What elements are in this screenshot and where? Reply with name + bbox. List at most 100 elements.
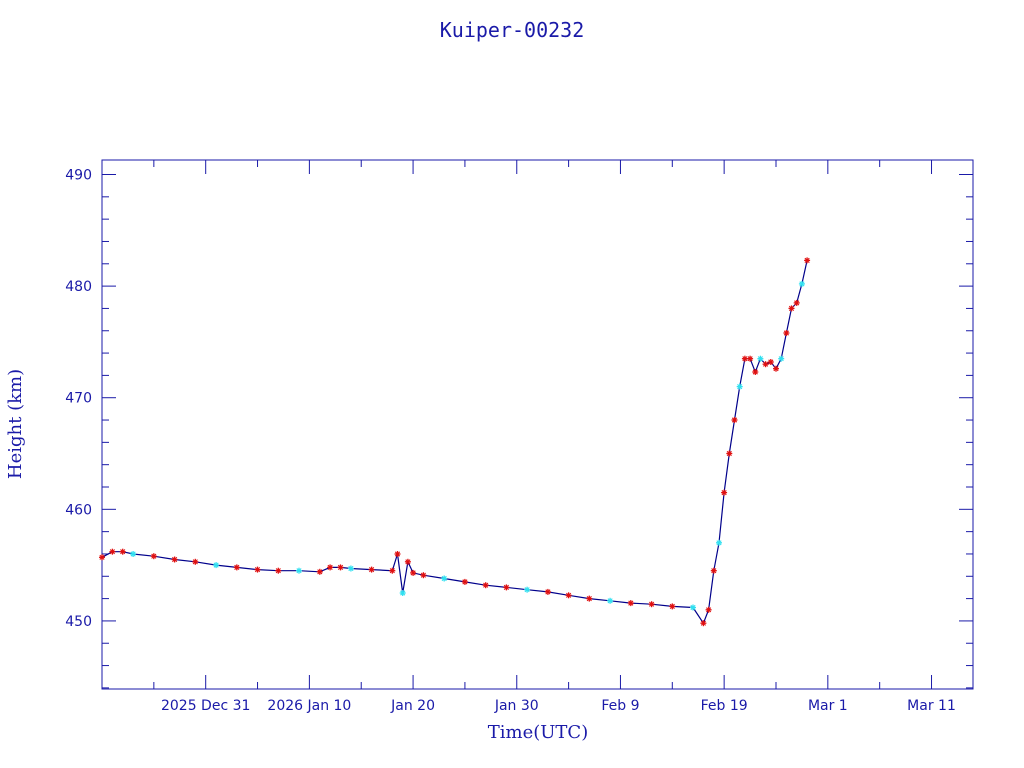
data-point bbox=[394, 551, 401, 557]
data-point bbox=[798, 280, 805, 287]
data-point bbox=[441, 575, 448, 582]
x-tick-label: Feb 19 bbox=[701, 698, 748, 714]
data-point-stroke bbox=[151, 553, 157, 559]
data-point bbox=[482, 582, 489, 589]
data-point-stroke bbox=[213, 562, 219, 568]
data-point-stroke bbox=[706, 607, 712, 613]
data-point-stroke bbox=[778, 356, 784, 362]
data-point bbox=[607, 597, 614, 604]
data-point bbox=[565, 592, 572, 599]
data-point bbox=[410, 569, 417, 576]
data-point bbox=[731, 417, 738, 423]
data-point bbox=[119, 548, 126, 555]
y-tick-label: 480 bbox=[65, 279, 92, 295]
data-point-stroke bbox=[545, 589, 551, 595]
data-point-stroke bbox=[752, 369, 758, 375]
data-point bbox=[690, 604, 696, 611]
data-point bbox=[327, 564, 334, 571]
data-point bbox=[171, 556, 178, 563]
data-point-stroke bbox=[441, 575, 447, 582]
x-tick-label: 2025 Dec 31 bbox=[161, 698, 250, 714]
data-point bbox=[524, 586, 531, 593]
data-point-stroke bbox=[389, 568, 395, 574]
data-point bbox=[627, 600, 634, 607]
data-point bbox=[778, 355, 785, 362]
data-point bbox=[296, 567, 302, 574]
data-point bbox=[399, 590, 406, 596]
data-point-stroke bbox=[768, 359, 774, 365]
data-point bbox=[773, 365, 779, 372]
data-point-stroke bbox=[794, 300, 800, 306]
data-point-stroke bbox=[726, 450, 732, 457]
data-point bbox=[503, 584, 510, 591]
data-point-stroke bbox=[757, 356, 763, 362]
data-point-stroke bbox=[109, 549, 115, 555]
data-point bbox=[757, 355, 764, 362]
data-point-stroke bbox=[669, 603, 675, 609]
data-point bbox=[461, 578, 468, 585]
data-point-stroke bbox=[120, 549, 126, 555]
y-tick-label: 470 bbox=[65, 391, 92, 407]
data-point-stroke bbox=[369, 567, 375, 573]
data-point-stroke bbox=[234, 564, 240, 570]
data-point bbox=[716, 539, 722, 546]
data-point-stroke bbox=[130, 551, 136, 557]
data-point-stroke bbox=[405, 559, 411, 565]
y-tick-label: 450 bbox=[65, 614, 92, 630]
data-point bbox=[710, 567, 717, 574]
data-point bbox=[700, 620, 707, 627]
data-point-stroke bbox=[721, 490, 727, 496]
data-point bbox=[752, 369, 759, 375]
y-tick-label: 460 bbox=[65, 502, 92, 518]
data-point-stroke bbox=[737, 384, 743, 390]
y-axis: 450 460 470 480 490 bbox=[65, 168, 973, 689]
data-point bbox=[389, 567, 396, 574]
x-tick-label: Mar 1 bbox=[808, 698, 848, 714]
x-axis-label: Time(UTC) bbox=[488, 722, 588, 743]
data-point-stroke bbox=[410, 570, 416, 576]
data-point bbox=[109, 548, 116, 555]
data-point bbox=[404, 558, 411, 565]
data-point bbox=[150, 553, 157, 560]
data-point bbox=[99, 554, 105, 561]
data-point bbox=[767, 359, 774, 365]
x-tick-label: Mar 11 bbox=[907, 698, 956, 714]
data-point bbox=[736, 383, 743, 390]
data-point-stroke bbox=[607, 598, 613, 604]
y-tick-label: 490 bbox=[65, 168, 92, 184]
data-point-stroke bbox=[327, 564, 333, 570]
data-point-stroke bbox=[296, 568, 302, 574]
x-tick-label: Jan 20 bbox=[390, 698, 435, 714]
data-point bbox=[804, 257, 811, 264]
data-point-stroke bbox=[799, 281, 805, 287]
data-point bbox=[130, 551, 137, 557]
data-point-stroke bbox=[99, 554, 105, 560]
data-point bbox=[783, 330, 790, 336]
data-point-stroke bbox=[788, 305, 795, 311]
data-point bbox=[705, 606, 712, 613]
data-point-stroke bbox=[783, 330, 789, 336]
data-point-stroke bbox=[400, 590, 406, 596]
data-point bbox=[213, 562, 220, 569]
chart-title: Kuiper-00232 bbox=[440, 18, 585, 42]
data-point-stroke bbox=[649, 601, 655, 607]
data-point bbox=[741, 355, 748, 362]
x-axis: 2025 Dec 31 2026 Jan 10 Jan 20 Jan 30 Feb 9 F… bbox=[101, 160, 956, 714]
data-point bbox=[544, 588, 551, 595]
data-point-stroke bbox=[192, 559, 198, 565]
data-point-stroke bbox=[172, 556, 178, 563]
data-point-stroke bbox=[804, 257, 810, 263]
data-point-stroke bbox=[317, 569, 323, 575]
y-axis-label: Height (km) bbox=[5, 369, 26, 479]
data-point-stroke bbox=[586, 596, 592, 602]
data-point-stroke bbox=[690, 604, 696, 611]
data-point-stroke bbox=[462, 579, 468, 585]
data-point-stroke bbox=[747, 356, 753, 362]
data-point bbox=[420, 572, 427, 579]
x-tick-label: Feb 9 bbox=[601, 698, 639, 714]
data-point-stroke bbox=[716, 540, 722, 546]
data-point-stroke bbox=[275, 568, 281, 574]
plot-frame bbox=[101, 159, 974, 690]
data-point-stroke bbox=[337, 564, 344, 570]
data-point bbox=[368, 566, 375, 573]
